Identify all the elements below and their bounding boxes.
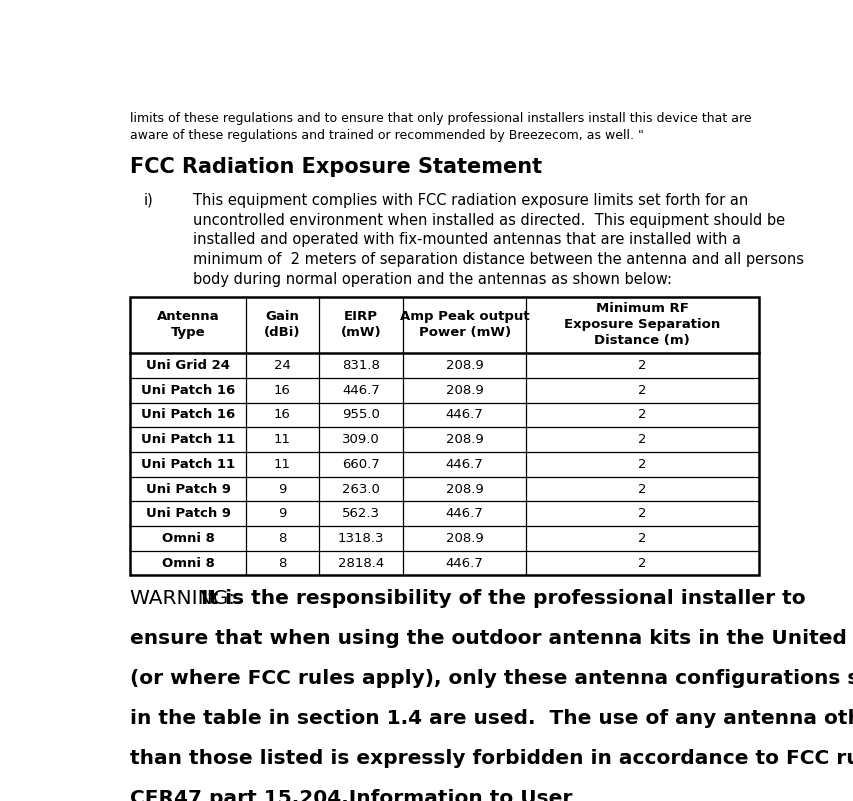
Text: Uni Patch 16: Uni Patch 16 [141,409,235,421]
Text: 8: 8 [278,532,287,545]
Text: 208.9: 208.9 [445,384,483,396]
Text: This equipment complies with FCC radiation exposure limits set forth for an: This equipment complies with FCC radiati… [193,193,747,208]
Text: 9: 9 [278,482,287,496]
Text: Uni Grid 24: Uni Grid 24 [146,359,229,372]
Text: Antenna
Type: Antenna Type [157,311,219,340]
Text: 208.9: 208.9 [445,359,483,372]
Text: 446.7: 446.7 [445,557,483,570]
Text: 24: 24 [274,359,291,372]
Text: 2: 2 [637,458,646,471]
Text: in the table in section 1.4 are used.  The use of any antenna other: in the table in section 1.4 are used. Th… [130,709,853,728]
Text: 955.0: 955.0 [342,409,380,421]
Text: Uni Patch 11: Uni Patch 11 [141,458,235,471]
Text: 263.0: 263.0 [342,482,380,496]
Text: 2: 2 [637,409,646,421]
Text: 9: 9 [278,507,287,520]
Text: Omni 8: Omni 8 [161,532,214,545]
Text: minimum of  2 meters of separation distance between the antenna and all persons: minimum of 2 meters of separation distan… [193,252,803,268]
Text: 2: 2 [637,359,646,372]
Text: 11: 11 [274,458,291,471]
Text: (or where FCC rules apply), only these antenna configurations shown: (or where FCC rules apply), only these a… [130,669,853,688]
Text: 2: 2 [637,433,646,446]
Text: uncontrolled environment when installed as directed.  This equipment should be: uncontrolled environment when installed … [193,213,784,227]
Text: 446.7: 446.7 [342,384,380,396]
Text: 2: 2 [637,532,646,545]
Text: Amp Peak output
Power (mW): Amp Peak output Power (mW) [399,311,529,340]
Text: i): i) [143,193,153,208]
Text: 446.7: 446.7 [445,458,483,471]
Text: EIRP
(mW): EIRP (mW) [340,311,380,340]
Text: Uni Patch 9: Uni Patch 9 [145,482,230,496]
Text: 208.9: 208.9 [445,532,483,545]
Text: installed and operated with fix-mounted antennas that are installed with a: installed and operated with fix-mounted … [193,232,740,248]
Text: 309.0: 309.0 [342,433,380,446]
Text: FCC Radiation Exposure Statement: FCC Radiation Exposure Statement [130,157,542,177]
Text: Uni Patch 16: Uni Patch 16 [141,384,235,396]
Text: 16: 16 [274,384,291,396]
Text: Minimum RF
Exposure Separation
Distance (m): Minimum RF Exposure Separation Distance … [564,303,720,348]
Text: 208.9: 208.9 [445,482,483,496]
Text: 2818.4: 2818.4 [338,557,384,570]
Text: 2: 2 [637,557,646,570]
Text: Gain
(dBi): Gain (dBi) [264,311,300,340]
Text: than those listed is expressly forbidden in accordance to FCC rules: than those listed is expressly forbidden… [130,749,853,768]
Text: Omni 8: Omni 8 [161,557,214,570]
Text: limits of these regulations and to ensure that only professional installers inst: limits of these regulations and to ensur… [130,111,751,124]
Text: It is the responsibility of the professional installer to: It is the responsibility of the professi… [201,589,805,608]
Text: 8: 8 [278,557,287,570]
Text: 208.9: 208.9 [445,433,483,446]
Bar [130,296,757,575]
Text: ensure that when using the outdoor antenna kits in the United States: ensure that when using the outdoor anten… [130,629,853,648]
Text: 1318.3: 1318.3 [337,532,384,545]
Text: Uni Patch 9: Uni Patch 9 [145,507,230,520]
Text: 2: 2 [637,507,646,520]
Text: 446.7: 446.7 [445,507,483,520]
Text: 16: 16 [274,409,291,421]
Text: 446.7: 446.7 [445,409,483,421]
Text: 831.8: 831.8 [342,359,380,372]
Text: 660.7: 660.7 [342,458,380,471]
Text: aware of these regulations and trained or recommended by Breezecom, as well. ": aware of these regulations and trained o… [130,129,643,142]
Text: WARNING:: WARNING: [130,589,241,608]
Text: CFR47 part 15.204.Information to User: CFR47 part 15.204.Information to User [130,789,572,801]
Text: 562.3: 562.3 [341,507,380,520]
Text: 2: 2 [637,482,646,496]
Text: 11: 11 [274,433,291,446]
Text: body during normal operation and the antennas as shown below:: body during normal operation and the ant… [193,272,671,287]
Text: Uni Patch 11: Uni Patch 11 [141,433,235,446]
Text: 2: 2 [637,384,646,396]
